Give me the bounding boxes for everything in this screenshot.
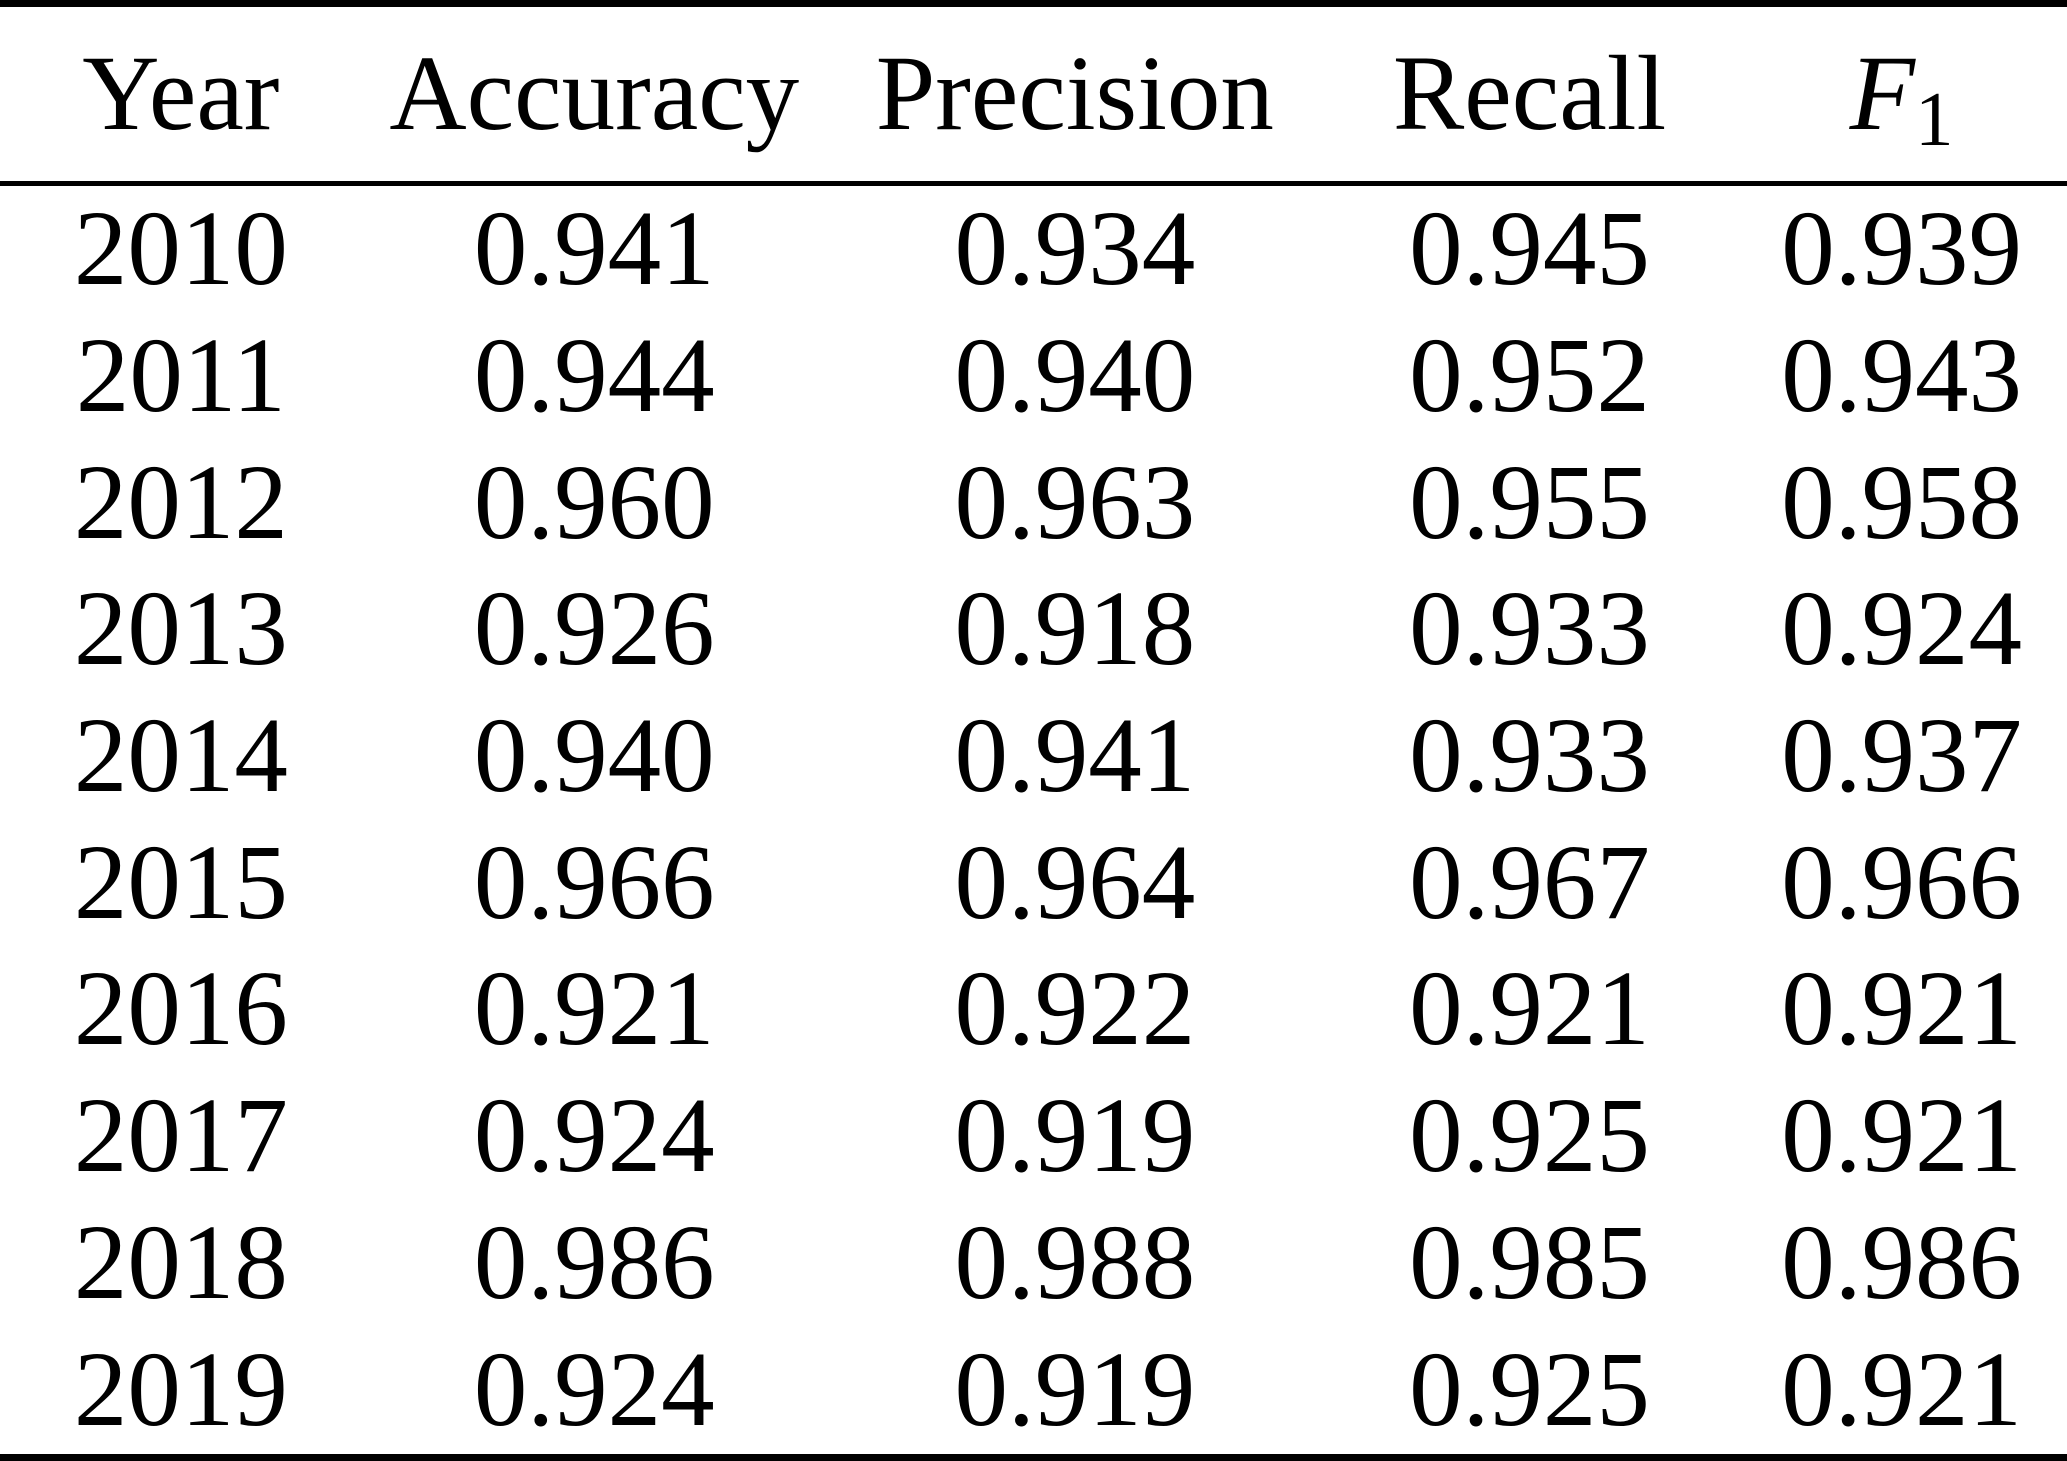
cell-f1: 0.921 bbox=[1781, 1077, 2022, 1196]
cell-year: 2011 bbox=[75, 316, 286, 435]
cell-precision: 0.988 bbox=[954, 1203, 1196, 1322]
cell-year: 2016 bbox=[73, 950, 288, 1069]
cell-accuracy: 0.986 bbox=[473, 1203, 715, 1322]
f1-subscript: 1 bbox=[1915, 76, 1954, 163]
cell-year: 2017 bbox=[73, 1077, 288, 1196]
cell-recall: 0.967 bbox=[1409, 823, 1650, 942]
cell-precision: 0.963 bbox=[954, 443, 1196, 562]
table-row: 2014 0.940 0.941 0.933 0.937 bbox=[0, 693, 2067, 820]
cell-precision: 0.941 bbox=[954, 697, 1196, 816]
cell-year: 2012 bbox=[73, 443, 288, 562]
cell-f1: 0.937 bbox=[1781, 697, 2022, 816]
cell-recall: 0.921 bbox=[1409, 950, 1650, 1069]
cell-accuracy: 0.921 bbox=[473, 950, 715, 1069]
f1-symbol: F bbox=[1849, 34, 1916, 153]
cell-f1: 0.924 bbox=[1781, 570, 2022, 689]
cell-f1: 0.921 bbox=[1781, 950, 2022, 1069]
cell-accuracy: 0.924 bbox=[473, 1077, 715, 1196]
cell-recall: 0.955 bbox=[1409, 443, 1650, 562]
cell-precision: 0.940 bbox=[954, 316, 1196, 435]
cell-precision: 0.922 bbox=[954, 950, 1196, 1069]
cell-recall: 0.985 bbox=[1409, 1203, 1650, 1322]
cell-year: 2015 bbox=[73, 823, 288, 942]
cell-precision: 0.934 bbox=[954, 190, 1196, 309]
cell-accuracy: 0.926 bbox=[473, 570, 715, 689]
cell-precision: 0.918 bbox=[954, 570, 1196, 689]
column-header-accuracy: Accuracy bbox=[361, 3, 827, 186]
cell-year: 2013 bbox=[73, 570, 288, 689]
cell-f1: 0.958 bbox=[1781, 443, 2022, 562]
cell-accuracy: 0.940 bbox=[473, 697, 715, 816]
table-header: Year Accuracy Precision Recall F1 bbox=[0, 3, 2067, 186]
table-row: 2018 0.986 0.988 0.985 0.986 bbox=[0, 1200, 2067, 1327]
column-header-f1: F1 bbox=[1736, 3, 2067, 186]
table-row: 2017 0.924 0.919 0.925 0.921 bbox=[0, 1073, 2067, 1200]
cell-recall: 0.945 bbox=[1409, 190, 1650, 309]
column-header-recall: Recall bbox=[1322, 3, 1737, 186]
cell-f1: 0.921 bbox=[1781, 1330, 2022, 1449]
cell-recall: 0.933 bbox=[1409, 570, 1650, 689]
cell-accuracy: 0.941 bbox=[473, 190, 715, 309]
cell-year: 2019 bbox=[73, 1330, 288, 1449]
table-row: 2011 0.944 0.940 0.952 0.943 bbox=[0, 313, 2067, 440]
cell-recall: 0.952 bbox=[1409, 316, 1650, 435]
cell-year: 2018 bbox=[73, 1203, 288, 1322]
cell-f1: 0.966 bbox=[1781, 823, 2022, 942]
table-row: 2015 0.966 0.964 0.967 0.966 bbox=[0, 820, 2067, 947]
table-row: 2012 0.960 0.963 0.955 0.958 bbox=[0, 440, 2067, 567]
cell-f1: 0.986 bbox=[1781, 1203, 2022, 1322]
cell-accuracy: 0.966 bbox=[473, 823, 715, 942]
cell-precision: 0.964 bbox=[954, 823, 1196, 942]
column-header-year: Year bbox=[0, 3, 362, 186]
table-row: 2019 0.924 0.919 0.925 0.921 bbox=[0, 1327, 2067, 1458]
cell-accuracy: 0.924 bbox=[473, 1330, 715, 1449]
cell-f1: 0.939 bbox=[1781, 190, 2022, 309]
cell-accuracy: 0.944 bbox=[473, 316, 715, 435]
table-body: 2010 0.941 0.934 0.945 0.939 2011 0.944 … bbox=[0, 184, 2067, 1458]
header-row: Year Accuracy Precision Recall F1 bbox=[0, 3, 2067, 186]
cell-accuracy: 0.960 bbox=[473, 443, 715, 562]
cell-year: 2014 bbox=[73, 697, 288, 816]
table-row: 2010 0.941 0.934 0.945 0.939 bbox=[0, 184, 2067, 314]
cell-recall: 0.933 bbox=[1409, 697, 1650, 816]
column-header-precision: Precision bbox=[826, 3, 1323, 186]
cell-precision: 0.919 bbox=[954, 1077, 1196, 1196]
cell-recall: 0.925 bbox=[1409, 1330, 1650, 1449]
cell-recall: 0.925 bbox=[1409, 1077, 1650, 1196]
table-row: 2013 0.926 0.918 0.933 0.924 bbox=[0, 567, 2067, 694]
cell-precision: 0.919 bbox=[954, 1330, 1196, 1449]
cell-f1: 0.943 bbox=[1781, 316, 2022, 435]
table-row: 2016 0.921 0.922 0.921 0.921 bbox=[0, 947, 2067, 1074]
cell-year: 2010 bbox=[73, 190, 288, 309]
